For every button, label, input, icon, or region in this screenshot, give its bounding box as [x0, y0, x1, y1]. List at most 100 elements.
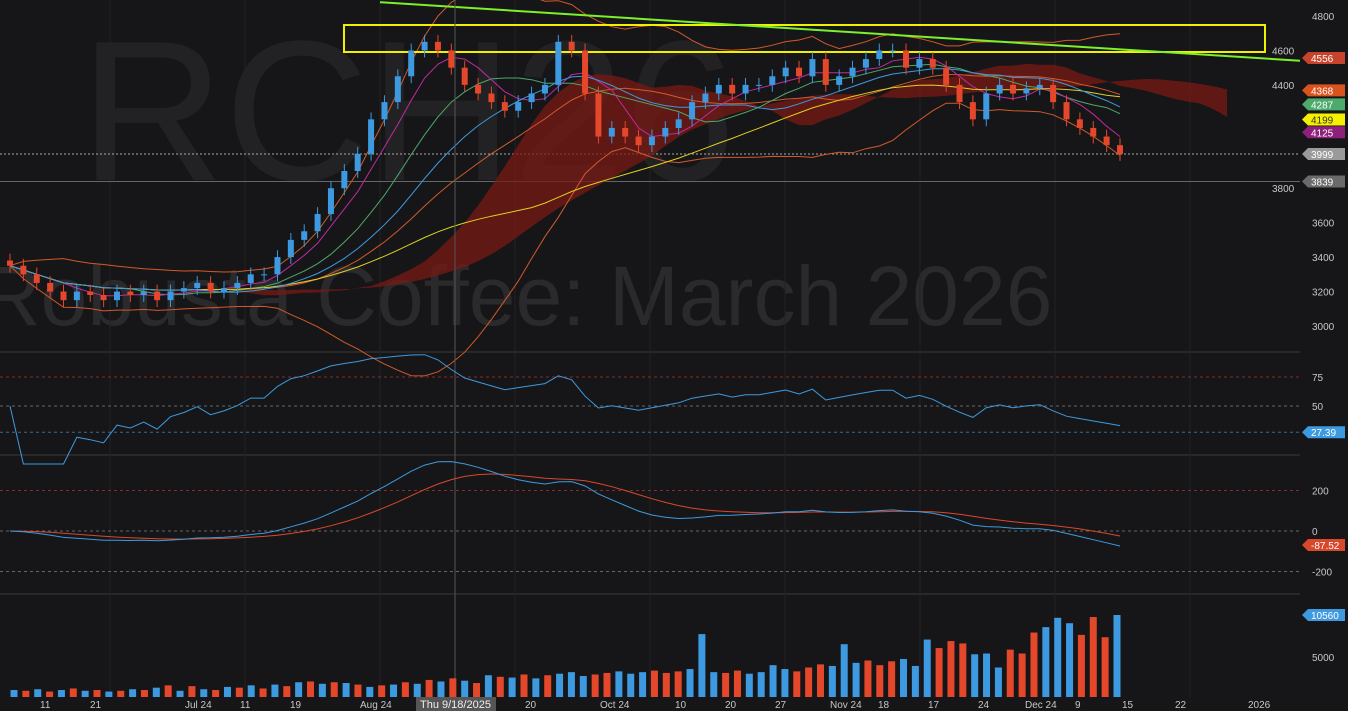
candle-body: [648, 136, 655, 146]
candle-body: [1076, 119, 1083, 128]
price-tick: 4400: [1272, 81, 1295, 92]
volume-bar: [816, 664, 824, 697]
watermark-title: Robusta Coffee: March 2026: [0, 249, 1052, 343]
price-tag-bg: [1302, 126, 1345, 139]
resistance-box[interactable]: [343, 24, 1266, 53]
trendline[interactable]: [379, 1, 1301, 62]
candle-body: [1010, 84, 1017, 94]
axes: 4800 4600 4400 3800 3600 3400 3200 3000 75 50 200 0…: [40, 0, 1348, 711]
candle-body: [314, 214, 321, 232]
candle-body: [47, 282, 54, 292]
macd-tick: 0: [1312, 527, 1318, 538]
candle-body: [742, 84, 749, 94]
volume-bar: [710, 672, 718, 697]
volume-bar: [947, 641, 955, 697]
candle-body: [434, 41, 441, 51]
volume-bar: [200, 689, 208, 697]
volume-bar: [876, 665, 884, 697]
volume-bar: [935, 648, 943, 697]
candle-body: [60, 291, 67, 301]
candle-body: [929, 59, 936, 68]
volume-tick: 5000: [1312, 653, 1335, 664]
candle-body: [488, 93, 495, 103]
candle-body: [501, 102, 508, 111]
candle-body: [381, 102, 388, 120]
volume-bar: [556, 673, 564, 697]
candle-body: [689, 102, 696, 120]
volume-bar: [852, 662, 860, 697]
candle-body: [515, 102, 522, 111]
x-tick: 22: [1175, 700, 1187, 711]
volume-bar: [828, 665, 836, 697]
candle-body: [1090, 127, 1097, 137]
volume-bar: [864, 660, 872, 697]
volume-bar: [591, 674, 599, 697]
rsi-last-tag: 27.39: [1311, 428, 1336, 439]
candle-body: [1036, 84, 1043, 89]
candle-body: [943, 67, 950, 85]
candle-body: [1103, 136, 1110, 146]
volume-bar: [757, 672, 765, 697]
candles: [7, 34, 1123, 308]
macd-line: [9, 461, 1121, 547]
volume-bar: [627, 673, 635, 697]
volume-bar: [1006, 649, 1014, 697]
candle-body: [862, 59, 869, 68]
candle-body: [769, 76, 776, 85]
price-tag-bg: [1302, 113, 1345, 126]
volume-bar: [520, 674, 528, 697]
x-tick: 20: [725, 700, 737, 711]
volume-bar: [1018, 653, 1026, 697]
volume-bar: [698, 634, 706, 697]
candle-body: [822, 59, 829, 85]
candle-body: [113, 291, 120, 301]
candle-body: [582, 50, 589, 94]
macd-last-tag-bg: [1302, 539, 1345, 551]
candle-body: [354, 153, 361, 171]
price-tag: 4368: [1311, 86, 1334, 97]
volume-bar: [686, 669, 694, 697]
candle-body: [969, 102, 976, 120]
price-tag: 3999: [1311, 150, 1334, 161]
candle-body: [140, 291, 147, 295]
volume-bar: [57, 690, 65, 697]
volume-bar: [366, 686, 374, 697]
candle-body: [916, 59, 923, 68]
price-tag: 4199: [1311, 116, 1334, 127]
candle-body: [448, 50, 455, 68]
rsi-line: [9, 354, 1121, 465]
volume-bar: [994, 667, 1002, 697]
x-tick: 15: [1122, 700, 1134, 711]
macd-tick: -200: [1312, 568, 1332, 579]
candle-body: [220, 288, 227, 292]
candle-body: [662, 127, 669, 137]
candle-body: [796, 67, 803, 77]
candle-body: [154, 291, 161, 301]
candle-body: [207, 282, 214, 292]
volume-bar: [461, 680, 469, 697]
candle-body: [87, 291, 94, 295]
candle-body: [234, 282, 241, 289]
candle-body: [1117, 145, 1123, 154]
candle-body: [555, 41, 562, 85]
candle-body: [903, 50, 910, 68]
volume-bar: [164, 685, 172, 697]
candle-body: [849, 67, 856, 77]
rsi-tick: 75: [1312, 373, 1324, 384]
candle-body: [729, 84, 736, 94]
candle-body: [368, 119, 375, 154]
volume-bar: [259, 688, 267, 697]
volume-bar: [662, 672, 670, 697]
rsi-tick: 50: [1312, 402, 1324, 413]
candle-body: [675, 119, 682, 128]
price-tag-bg: [1302, 147, 1345, 160]
volume-bar: [81, 690, 89, 697]
candle-body: [327, 188, 334, 215]
volume-bar: [449, 678, 457, 697]
x-tick: 9: [1075, 700, 1081, 711]
volume-bar: [69, 688, 77, 697]
macd-signal-line: [9, 473, 1121, 540]
volume-bar: [532, 678, 540, 697]
